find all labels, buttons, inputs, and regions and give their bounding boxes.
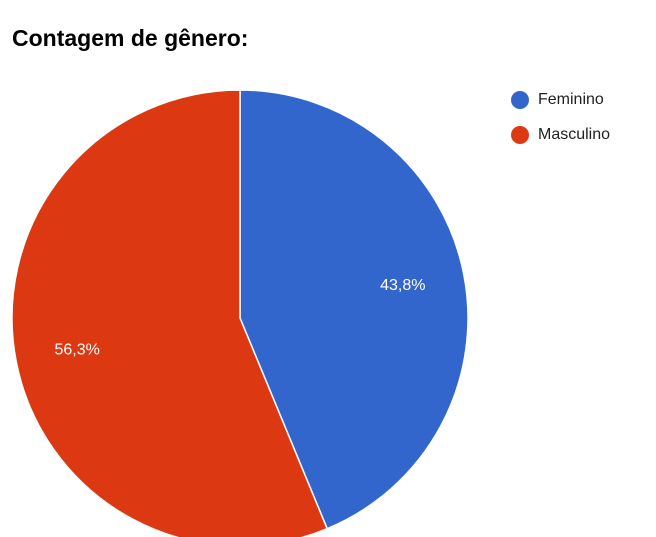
- legend-swatch: [511, 126, 529, 144]
- slice-label: 56,3%: [54, 342, 99, 359]
- pie-slice: [239, 89, 469, 530]
- slice-label: 43,8%: [380, 277, 425, 294]
- pie-slice: [11, 89, 329, 537]
- legend-swatch: [511, 91, 529, 109]
- chart-title: Contagem de gênero:: [12, 25, 248, 51]
- legend-label: Feminino: [538, 91, 604, 108]
- legend-label: Masculino: [538, 126, 610, 143]
